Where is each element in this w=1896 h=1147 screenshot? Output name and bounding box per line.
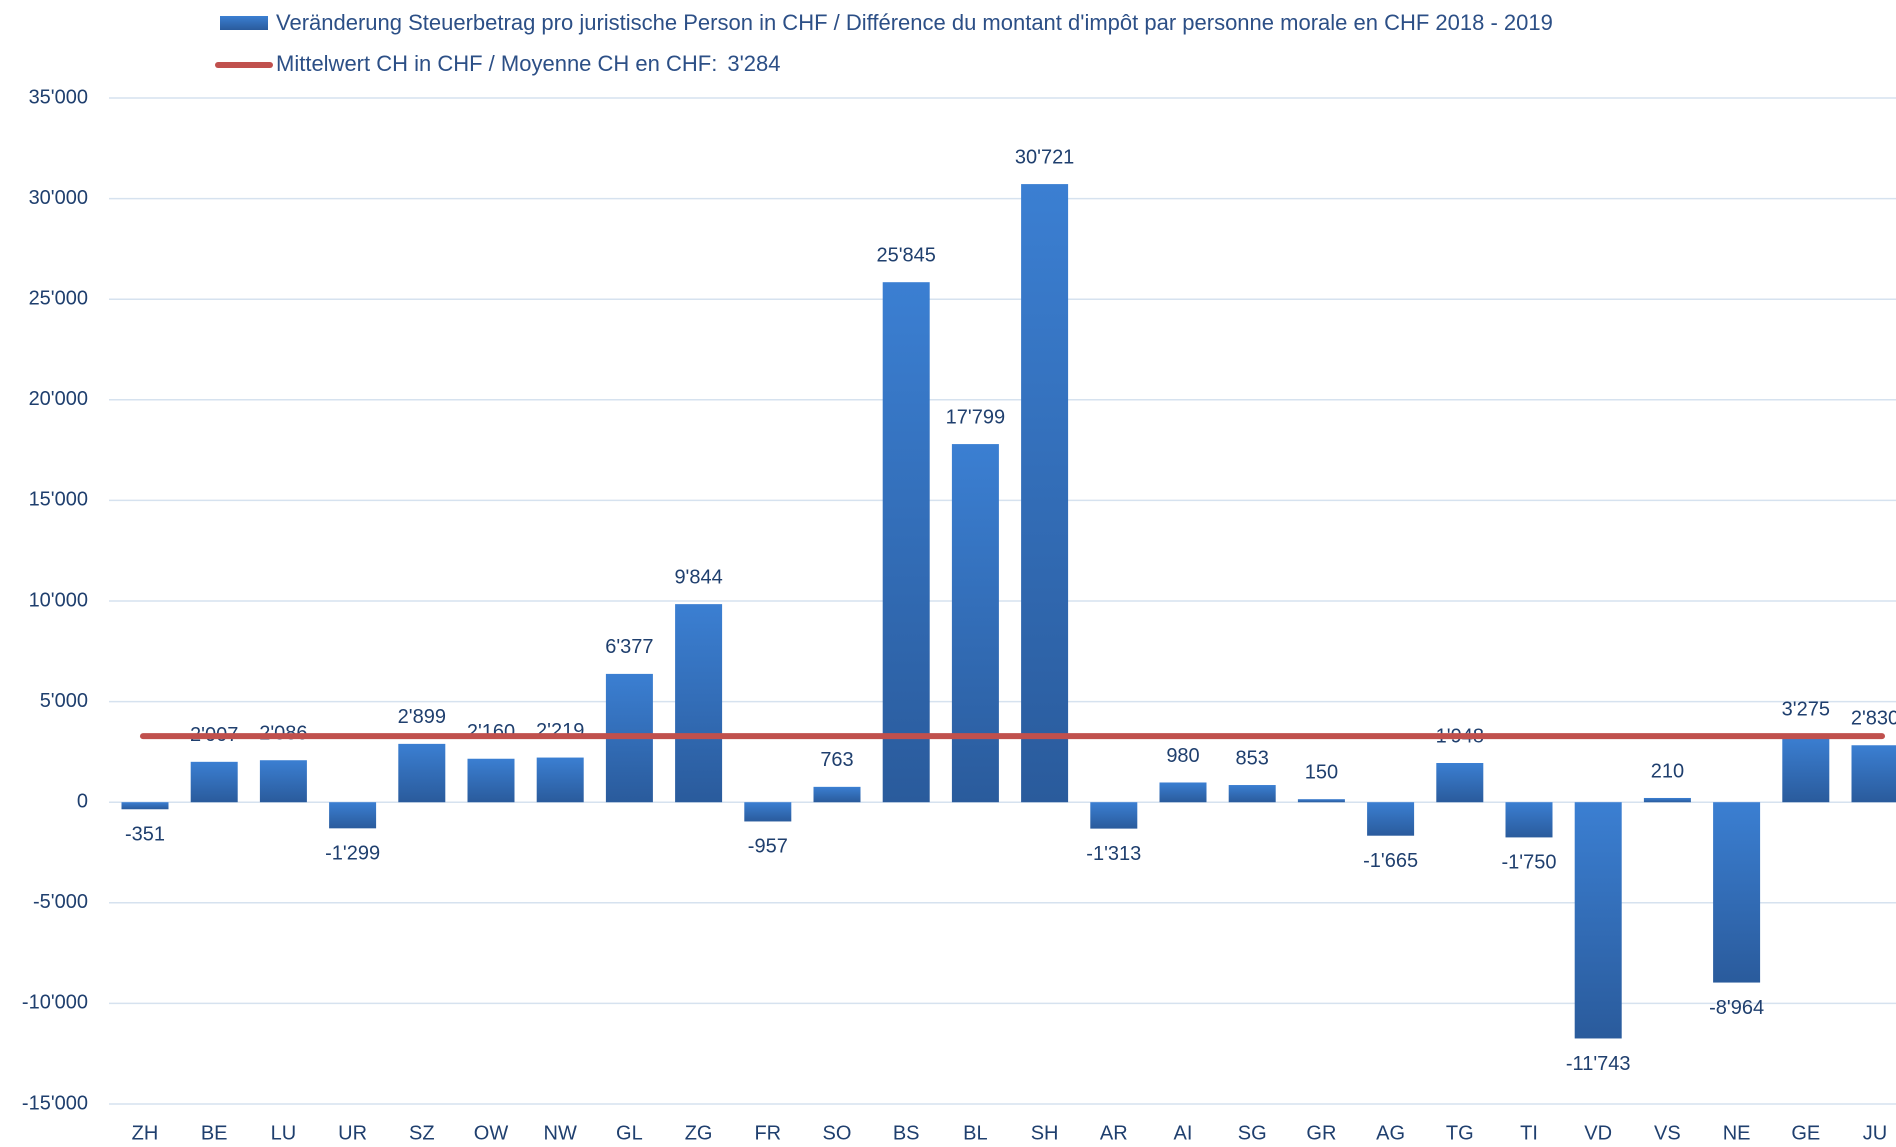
bar bbox=[1090, 802, 1138, 829]
data-label: -957 bbox=[748, 836, 788, 858]
bar bbox=[813, 786, 861, 803]
legend-swatch bbox=[220, 16, 268, 30]
x-tick-label: JU bbox=[1863, 1122, 1887, 1144]
legend-name: Mittelwert CH in CHF / Moyenne CH en CHF… bbox=[276, 51, 717, 76]
x-tick-label: SG bbox=[1238, 1122, 1267, 1144]
legend: Veränderung Steuerbetrag pro juristische… bbox=[215, 10, 1553, 76]
data-label: -8'964 bbox=[1709, 997, 1764, 1019]
data-label: -351 bbox=[125, 824, 165, 846]
x-tick-label: ZH bbox=[132, 1122, 159, 1144]
x-tick-label: VD bbox=[1584, 1122, 1612, 1144]
y-tick-label: -15'000 bbox=[22, 1092, 88, 1114]
legend-value: 3'284 bbox=[727, 51, 780, 76]
bar bbox=[329, 802, 377, 829]
bar bbox=[882, 282, 930, 803]
data-label: 2'160 bbox=[467, 721, 515, 743]
x-tick-label: LU bbox=[271, 1122, 297, 1144]
bar bbox=[1297, 799, 1345, 803]
bar bbox=[1574, 802, 1622, 1039]
data-label: 9'844 bbox=[674, 566, 722, 588]
bar bbox=[1159, 782, 1207, 803]
data-label: 2'899 bbox=[398, 706, 446, 728]
x-tick-label: GL bbox=[616, 1122, 643, 1144]
y-tick-label: 25'000 bbox=[29, 287, 88, 309]
data-label: 3'275 bbox=[1782, 699, 1830, 721]
grid bbox=[109, 97, 1896, 1105]
x-tick-label: AG bbox=[1376, 1122, 1405, 1144]
x-tick-label: BL bbox=[963, 1122, 987, 1144]
y-tick-label: -5'000 bbox=[33, 891, 88, 913]
bar bbox=[467, 758, 515, 803]
data-label: -11'743 bbox=[1566, 1053, 1631, 1075]
y-tick-label: 0 bbox=[77, 790, 88, 812]
bar bbox=[1643, 797, 1691, 803]
data-label: -1'750 bbox=[1502, 852, 1557, 874]
data-label: -1'299 bbox=[325, 843, 380, 865]
y-tick-label: -10'000 bbox=[22, 992, 88, 1014]
x-tick-label: BS bbox=[893, 1122, 920, 1144]
bar bbox=[1851, 745, 1896, 803]
y-tick-label: 5'000 bbox=[40, 690, 88, 712]
x-tick-label: SH bbox=[1031, 1122, 1059, 1144]
data-label: 150 bbox=[1305, 761, 1338, 783]
bar bbox=[121, 802, 169, 810]
data-label: 210 bbox=[1651, 760, 1684, 782]
x-tick-label: ZG bbox=[685, 1122, 713, 1144]
bar bbox=[1367, 802, 1415, 836]
data-label: 17'799 bbox=[946, 406, 1005, 428]
data-label: 6'377 bbox=[605, 636, 653, 658]
x-tick-label: GE bbox=[1791, 1122, 1820, 1144]
x-tick-label: NE bbox=[1723, 1122, 1751, 1144]
bar bbox=[190, 761, 238, 803]
bar bbox=[1228, 785, 1276, 803]
data-label: 763 bbox=[820, 749, 853, 771]
bar bbox=[951, 444, 999, 803]
y-tick-label: 30'000 bbox=[29, 187, 88, 209]
data-label: 25'845 bbox=[876, 244, 935, 266]
bar bbox=[1021, 184, 1069, 803]
bar bbox=[1782, 736, 1830, 803]
data-label: 2'830 bbox=[1851, 708, 1896, 730]
y-tick-label: 10'000 bbox=[29, 589, 88, 611]
x-tick-label: SO bbox=[823, 1122, 852, 1144]
x-tick-label: FR bbox=[754, 1122, 781, 1144]
x-tick-label: SZ bbox=[409, 1122, 435, 1144]
x-tick-label: AI bbox=[1174, 1122, 1193, 1144]
bar bbox=[744, 802, 792, 822]
x-tick-label: GR bbox=[1306, 1122, 1336, 1144]
data-label: -1'665 bbox=[1363, 850, 1418, 872]
bar bbox=[675, 604, 723, 803]
y-tick-label: 15'000 bbox=[29, 489, 88, 511]
x-tick-label: UR bbox=[338, 1122, 367, 1144]
x-tick-label: NW bbox=[544, 1122, 577, 1144]
x-tick-label: TI bbox=[1520, 1122, 1538, 1144]
bar bbox=[259, 760, 307, 803]
data-label: 30'721 bbox=[1015, 146, 1074, 168]
data-label: 853 bbox=[1236, 747, 1269, 769]
x-tick-label: OW bbox=[474, 1122, 509, 1144]
data-label: -1'313 bbox=[1086, 843, 1141, 865]
y-tick-label: 20'000 bbox=[29, 388, 88, 410]
bar bbox=[398, 743, 446, 803]
bar bbox=[1505, 802, 1553, 838]
data-label: 980 bbox=[1166, 745, 1199, 767]
x-tick-label: TG bbox=[1446, 1122, 1474, 1144]
bar bbox=[1436, 763, 1484, 803]
x-tick-label: VS bbox=[1654, 1122, 1681, 1144]
legend-label: Mittelwert CH in CHF / Moyenne CH en CHF… bbox=[276, 51, 780, 76]
bar bbox=[1713, 802, 1761, 983]
legend-label: Veränderung Steuerbetrag pro juristische… bbox=[276, 10, 1553, 35]
x-tick-label: BE bbox=[201, 1122, 228, 1144]
y-tick-label: 35'000 bbox=[29, 86, 88, 108]
bar bbox=[536, 757, 584, 803]
x-tick-label: AR bbox=[1100, 1122, 1128, 1144]
